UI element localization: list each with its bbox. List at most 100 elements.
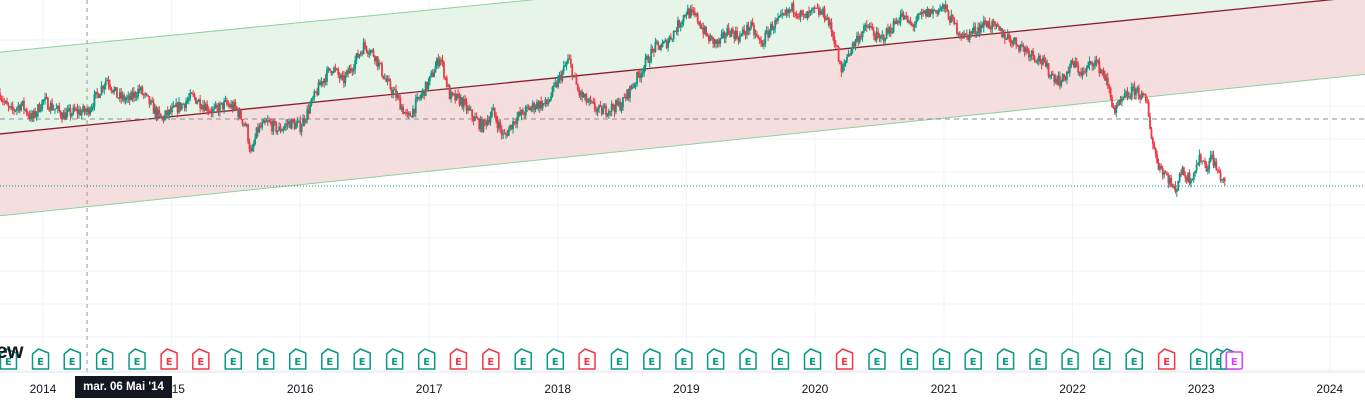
candle-body (1002, 33, 1005, 37)
candle-body (768, 30, 771, 38)
candle-body (368, 53, 371, 55)
candle-body (686, 8, 689, 15)
candle-body (433, 72, 435, 77)
candle-body (1070, 60, 1073, 67)
candle-body (846, 56, 848, 61)
candle-body (228, 104, 231, 108)
earnings-badge (803, 348, 822, 370)
candle-body (158, 109, 161, 114)
candle-body (1008, 34, 1011, 39)
candle-body (665, 40, 668, 48)
candle-body (789, 9, 792, 11)
candle-body (197, 99, 200, 102)
candle-body (555, 82, 558, 87)
candle-body (321, 81, 324, 84)
candle-body (69, 108, 72, 117)
candle-body (42, 99, 45, 101)
candle-body (586, 101, 589, 103)
candle-body (899, 14, 902, 22)
candle-body (513, 121, 516, 124)
candle-body (808, 11, 810, 13)
candle-body (124, 99, 127, 101)
candle-body (1146, 101, 1149, 103)
candle-body (806, 11, 809, 19)
candle-body (668, 36, 671, 42)
candle-body (881, 35, 884, 37)
candle-body (929, 9, 932, 17)
candle-body (1053, 74, 1056, 83)
candle-body (269, 121, 272, 124)
candle-body (400, 106, 403, 110)
candle-body (999, 28, 1002, 31)
candle-body (591, 101, 593, 103)
candle-body (275, 122, 278, 133)
candle-body (249, 149, 252, 152)
candle-body (10, 106, 13, 108)
candle-body (468, 107, 471, 110)
candle-body (1209, 155, 1212, 162)
candle-body (778, 16, 781, 18)
candle-body (700, 27, 703, 29)
candle-body (574, 75, 576, 77)
earnings-letter: E (809, 357, 816, 368)
candle-body (1194, 170, 1197, 173)
candle-body (334, 67, 337, 69)
candle-body (1087, 65, 1089, 68)
candle-body (6, 101, 8, 105)
candle-body (540, 101, 543, 109)
candle-body (644, 57, 647, 67)
candle-body (1044, 61, 1047, 67)
candle-body (382, 75, 385, 79)
candle-body (896, 21, 899, 23)
earnings-letter: E (584, 357, 591, 368)
candle-body (781, 13, 784, 15)
candle-body (622, 97, 624, 108)
candle-body (734, 30, 737, 40)
candle-body (616, 100, 619, 105)
candle-body (11, 106, 14, 110)
candle-body (760, 40, 762, 43)
candle-body (662, 41, 665, 44)
candle-body (1064, 77, 1067, 80)
candle-body (255, 127, 258, 139)
candle-body (431, 72, 434, 77)
earnings-badge (964, 348, 982, 370)
candle-body (1151, 138, 1154, 145)
earnings-marker: E (385, 348, 404, 370)
candle-body (481, 118, 483, 132)
candle-body (345, 70, 348, 76)
earnings-marker: E (706, 348, 725, 370)
candle-body (922, 11, 925, 13)
candle-body (193, 94, 196, 98)
candle-body (971, 30, 974, 34)
candle-body (822, 8, 824, 15)
candle-body (161, 116, 163, 118)
candle-body (1130, 87, 1133, 98)
candle-body (785, 9, 788, 15)
candle-body (1113, 107, 1116, 113)
candle-body (792, 3, 795, 13)
candle-body (705, 26, 708, 36)
candle-body (428, 76, 431, 81)
candle-body (709, 35, 712, 42)
candle-body (1080, 72, 1082, 76)
candle-body (70, 113, 73, 117)
candle-body (915, 21, 918, 25)
candle-body (544, 99, 547, 104)
candle-body (8, 106, 11, 108)
candle-body (1111, 97, 1113, 107)
candle-body (951, 14, 954, 18)
earnings-marker: E (996, 348, 1015, 370)
candle-body (1185, 177, 1188, 182)
regression-channel (0, 0, 1365, 217)
earnings-marker: E (31, 348, 50, 370)
candle-body (66, 109, 69, 113)
candle-body (86, 107, 89, 112)
candle-body (83, 106, 86, 113)
candle-body (848, 53, 851, 55)
candle-body (918, 13, 920, 15)
candle-body (137, 88, 140, 97)
candle-body (509, 124, 512, 129)
candle-body (147, 94, 149, 97)
